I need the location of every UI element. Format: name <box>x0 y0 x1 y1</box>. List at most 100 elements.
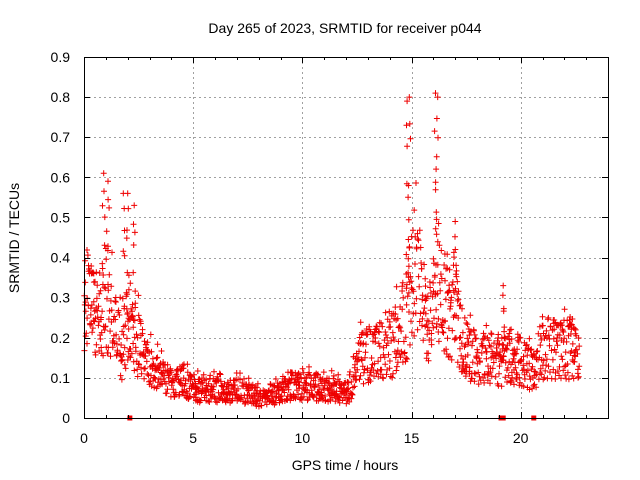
data-point <box>490 359 497 366</box>
data-point <box>576 363 583 370</box>
data-point <box>125 272 132 279</box>
data-point <box>504 379 510 385</box>
data-point <box>410 227 416 234</box>
data-point <box>138 370 145 377</box>
data-point <box>433 216 440 223</box>
data-point <box>116 312 123 318</box>
data-point <box>427 307 434 314</box>
data-point <box>135 292 142 299</box>
data-point <box>523 341 530 348</box>
data-point <box>428 330 435 337</box>
data-point <box>548 347 555 354</box>
data-point <box>238 394 245 401</box>
data-point <box>151 374 158 381</box>
data-point <box>408 329 415 336</box>
data-point <box>141 365 148 372</box>
data-point <box>306 363 312 370</box>
data-point <box>463 320 470 326</box>
data-point <box>212 398 219 405</box>
data-point <box>394 347 401 354</box>
data-point <box>112 316 119 323</box>
data-point <box>499 292 506 299</box>
data-point <box>393 367 400 374</box>
data-point <box>400 294 407 301</box>
data-point <box>442 296 449 303</box>
data-point <box>407 273 414 280</box>
data-point <box>465 339 472 346</box>
data-point <box>191 391 198 398</box>
data-point <box>130 221 137 228</box>
data-point <box>467 312 474 319</box>
data-point <box>527 376 534 383</box>
data-point <box>239 379 246 386</box>
data-point <box>553 338 560 345</box>
data-point <box>457 334 464 341</box>
data-point <box>526 360 533 367</box>
data-point <box>455 296 462 303</box>
data-point <box>532 368 539 375</box>
data-point <box>433 231 440 238</box>
data-point <box>575 373 582 380</box>
data-point <box>105 281 111 288</box>
data-point <box>434 238 441 245</box>
data-point <box>121 252 128 259</box>
data-point <box>444 335 451 342</box>
data-point <box>404 143 411 150</box>
data-point <box>558 353 565 360</box>
data-point <box>539 313 546 320</box>
data-point <box>526 386 533 393</box>
data-point <box>537 365 544 372</box>
data-point <box>449 281 456 288</box>
data-point <box>108 283 115 290</box>
data-point <box>486 342 493 349</box>
data-point <box>405 289 412 296</box>
data-point <box>298 397 305 403</box>
data-point <box>540 357 547 364</box>
data-point <box>376 343 383 350</box>
data-point <box>462 342 469 348</box>
data-point <box>397 324 404 331</box>
data-point <box>573 346 580 353</box>
data-point <box>496 363 503 370</box>
data-point <box>491 340 497 347</box>
data-point <box>433 320 440 327</box>
data-point <box>572 326 579 333</box>
data-point <box>124 190 131 197</box>
data-point <box>387 323 394 330</box>
data-point <box>420 337 427 344</box>
data-point <box>559 356 566 363</box>
data-point <box>442 277 448 284</box>
data-point <box>399 279 406 286</box>
data-point <box>207 372 214 379</box>
data-point <box>402 334 409 341</box>
data-point <box>104 295 110 302</box>
data-point <box>528 346 535 353</box>
data-point <box>425 350 432 357</box>
data-point <box>484 377 491 384</box>
data-point <box>381 354 388 361</box>
data-point <box>404 98 411 105</box>
data-point <box>518 356 525 363</box>
data-point <box>453 267 460 274</box>
data-point <box>479 342 486 349</box>
data-point <box>359 363 366 370</box>
data-point <box>119 356 126 363</box>
data-point <box>426 279 433 285</box>
data-point <box>433 166 440 173</box>
data-point <box>496 340 503 347</box>
data-point <box>129 301 136 308</box>
data-point <box>538 371 545 378</box>
data-point <box>129 313 136 320</box>
data-point <box>554 368 561 375</box>
data-point <box>225 381 232 388</box>
data-point <box>479 336 486 343</box>
data-point <box>549 356 556 363</box>
data-point <box>84 252 91 259</box>
data-point <box>194 368 201 374</box>
y-tick-label: 0.6 <box>51 169 71 185</box>
data-point <box>476 355 483 362</box>
data-point <box>411 300 418 307</box>
data-point <box>231 382 238 388</box>
data-point <box>134 373 141 380</box>
data-point <box>413 180 419 186</box>
